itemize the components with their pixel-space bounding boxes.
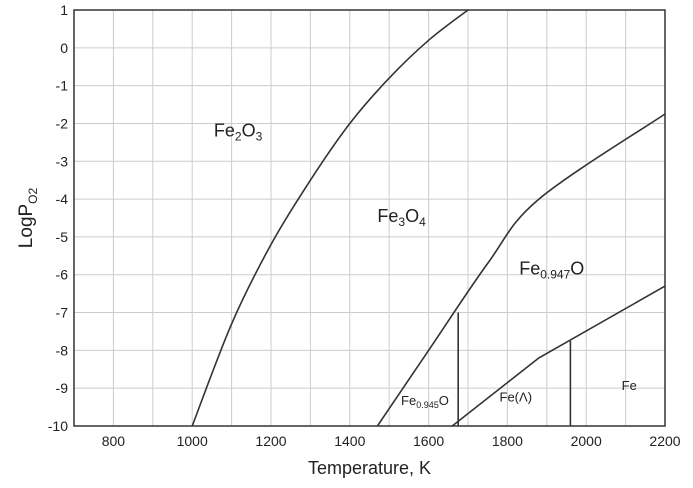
x-axis-label: Temperature, K (308, 458, 431, 478)
region-label: Fe0.947O (519, 259, 584, 282)
y-tick-label: 1 (60, 2, 68, 18)
y-axis-label: LogPO2 (16, 187, 40, 248)
y-axis-label-sub: O2 (26, 187, 40, 203)
y-tick-label: -3 (56, 153, 69, 169)
x-tick-label: 1600 (413, 433, 444, 449)
region-label: Fe (622, 378, 637, 393)
region-label-main: Fe (622, 378, 637, 393)
region-label-main2: O (242, 121, 256, 141)
region-label-main: Fe (214, 121, 235, 141)
region-label: Fe(Λ) (500, 389, 533, 404)
phase-boundary-line (376, 113, 666, 427)
region-label: Fe0.945O (401, 393, 449, 410)
y-tick-label: -8 (56, 342, 69, 358)
region-label: Fe2O3 (214, 121, 263, 144)
region-label-sub: 3 (398, 215, 405, 229)
x-tick-label: 800 (102, 433, 126, 449)
phase-boundaries (191, 9, 666, 427)
y-tick-label: -2 (56, 115, 69, 131)
region-label-sub: 2 (235, 130, 242, 144)
region-label-main: Fe (401, 393, 416, 408)
region-label-sub2: 4 (419, 215, 426, 229)
x-tick-label: 1800 (492, 433, 523, 449)
region-label-main: Fe (519, 259, 540, 279)
y-tick-label: 0 (60, 40, 68, 56)
region-label-main2: O (405, 206, 419, 226)
y-tick-label: -7 (56, 305, 69, 321)
y-tick-label: -6 (56, 267, 69, 283)
region-label: Fe3O4 (377, 206, 426, 229)
plot-frame (73, 9, 666, 427)
y-axis-label-main: LogP (16, 204, 37, 248)
y-tick-label: -4 (56, 191, 69, 207)
phase-boundary-line (451, 285, 666, 427)
grid-lines (73, 9, 666, 427)
x-tick-label: 1200 (255, 433, 286, 449)
region-label-main: Fe(Λ) (500, 389, 533, 404)
x-tick-label: 1000 (177, 433, 208, 449)
y-tick-label: -9 (56, 380, 69, 396)
y-tick-label: -10 (48, 418, 68, 434)
x-tick-label: 2200 (649, 433, 680, 449)
y-tick-label: -1 (56, 78, 69, 94)
x-tick-labels: 800 1000 1200 1400 1600 1800 2000 2200 (102, 433, 681, 449)
region-label-sub: 0.945 (416, 400, 439, 410)
x-tick-label: 1400 (334, 433, 365, 449)
y-tick-labels: 1 0 -1 -2 -3 -4 -5 -6 -7 -8 -9 -10 (48, 2, 68, 434)
region-label-sub2: 3 (256, 130, 263, 144)
region-label-main2: O (439, 393, 449, 408)
region-label-main2: O (570, 259, 584, 279)
phase-boundary-line (191, 9, 469, 427)
y-tick-label: -5 (56, 229, 69, 245)
region-label-sub: 0.947 (540, 268, 570, 282)
x-tick-label: 2000 (571, 433, 602, 449)
region-label-main: Fe (377, 206, 398, 226)
